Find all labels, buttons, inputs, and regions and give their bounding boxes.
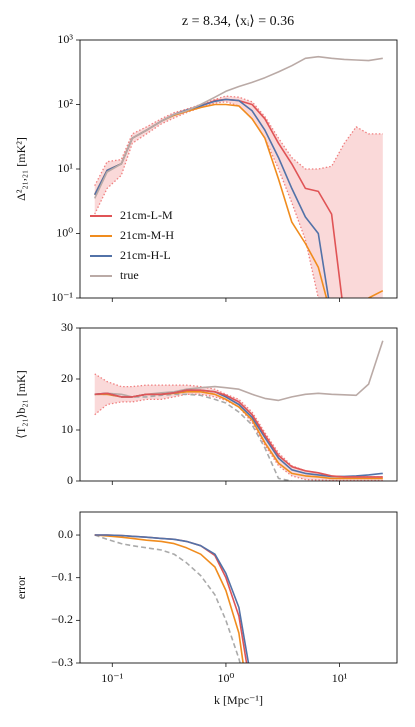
x-tick-label: 10¹ [332, 671, 348, 685]
y-tick-label: 0.0 [58, 527, 73, 541]
series-line [94, 534, 244, 663]
plot-area [94, 534, 250, 663]
band-area [94, 96, 383, 298]
y-tick-label: 10⁻¹ [51, 290, 73, 304]
plot-area [94, 340, 384, 481]
series-line [93, 55, 383, 199]
y-tick-label: 10⁰ [56, 225, 73, 239]
y-tick-label: 10¹ [57, 161, 73, 175]
x-axis-label: k [Mpc⁻¹] [214, 693, 263, 707]
legend-label: 21cm-L-M [120, 208, 173, 222]
y-tick-label: −0.1 [51, 569, 73, 583]
x-tick-label: 10⁰ [218, 671, 235, 685]
y-tick-label: 10 [61, 422, 73, 436]
series-line [94, 534, 241, 663]
series-line [94, 534, 250, 663]
y-tick-label: 0 [67, 473, 73, 487]
axes-frame [79, 511, 398, 664]
y-tick-label: 30 [61, 320, 73, 334]
legend-label: 21cm-H-L [120, 248, 171, 262]
band-upper [94, 95, 383, 186]
legend-label: true [120, 268, 139, 282]
y-tick-label: −0.3 [51, 655, 73, 669]
y-tick-label: 20 [61, 371, 73, 385]
axes-frame [79, 327, 398, 482]
y-tick-label: 10³ [57, 32, 73, 46]
chart-title: z = 8.34, ⟨xᵢ⟩ = 0.36 [182, 14, 294, 29]
series-line [94, 389, 383, 478]
legend-label: 21cm-M-H [120, 228, 174, 242]
plot-area [93, 55, 384, 298]
y-tick-label: −0.2 [51, 612, 73, 626]
x-tick-label: 10⁻¹ [101, 671, 123, 685]
y-axis-label: Δ²₂₁,₂₁ [mK²] [14, 137, 28, 201]
y-axis-label: ⟨T₂₁⟩b₂₁ [mK] [14, 370, 28, 438]
y-tick-label: 10² [57, 96, 73, 110]
y-axis-label: error [14, 576, 28, 599]
